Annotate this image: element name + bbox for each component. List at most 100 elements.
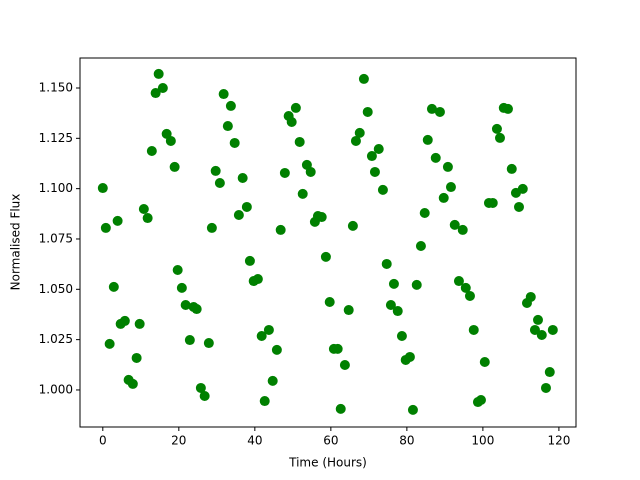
point	[324, 296, 335, 307]
x-tick-label: 60	[323, 434, 338, 448]
x-tick-label: 40	[247, 434, 262, 448]
point	[339, 359, 350, 370]
x-tick-label: 100	[471, 434, 494, 448]
point	[335, 403, 346, 414]
point	[392, 306, 403, 317]
point	[434, 106, 445, 117]
point	[449, 219, 460, 230]
point	[252, 274, 263, 285]
point	[525, 291, 536, 302]
point	[256, 331, 267, 342]
point	[513, 201, 524, 212]
point	[373, 143, 384, 154]
x-tick-label: 0	[99, 434, 107, 448]
point	[229, 137, 240, 148]
point	[442, 161, 453, 172]
point	[244, 255, 255, 266]
point	[134, 318, 145, 329]
y-tick-label: 1.150	[39, 80, 73, 94]
point	[153, 68, 164, 79]
point	[172, 264, 183, 275]
point	[540, 382, 551, 393]
point	[210, 165, 221, 176]
point	[195, 382, 206, 393]
point	[362, 106, 373, 117]
x-tick-label: 80	[399, 434, 414, 448]
point	[104, 338, 115, 349]
point	[415, 241, 426, 252]
point	[407, 404, 418, 415]
point	[275, 224, 286, 235]
point	[119, 315, 130, 326]
point	[138, 203, 149, 214]
point	[218, 89, 229, 100]
point	[479, 356, 490, 367]
point	[142, 213, 153, 224]
point	[297, 188, 308, 199]
plot-frame	[79, 57, 577, 428]
point	[320, 251, 331, 262]
point	[487, 197, 498, 208]
point	[396, 331, 407, 342]
point	[475, 395, 486, 406]
point	[517, 183, 528, 194]
point	[506, 163, 517, 174]
point	[206, 222, 217, 233]
point	[350, 135, 361, 146]
point	[438, 192, 449, 203]
point	[460, 282, 471, 293]
point	[100, 222, 111, 233]
y-tick-label: 1.075	[39, 231, 73, 245]
point	[445, 182, 456, 193]
point	[332, 343, 343, 354]
point	[377, 184, 388, 195]
point	[222, 121, 233, 132]
point	[191, 304, 202, 315]
point	[108, 281, 119, 292]
point	[532, 314, 543, 325]
point	[237, 172, 248, 183]
point	[150, 88, 161, 99]
x-tick-label: 120	[547, 434, 570, 448]
point	[358, 73, 369, 84]
point	[381, 258, 392, 269]
point	[176, 282, 187, 293]
point	[411, 279, 422, 290]
point	[544, 367, 555, 378]
point	[547, 324, 558, 335]
point	[536, 330, 547, 341]
point	[259, 396, 270, 407]
point	[366, 151, 377, 162]
point	[354, 127, 365, 138]
point	[316, 212, 327, 223]
point	[131, 352, 142, 363]
point	[184, 335, 195, 346]
y-tick-label: 1.025	[39, 332, 73, 346]
point	[290, 102, 301, 113]
point	[146, 146, 157, 157]
point	[263, 324, 274, 335]
point	[199, 390, 210, 401]
point	[457, 224, 468, 235]
x-tick-label: 20	[171, 434, 186, 448]
point	[286, 117, 297, 128]
point	[157, 82, 168, 93]
point	[343, 305, 354, 316]
point	[294, 136, 305, 147]
point	[347, 220, 358, 231]
point	[419, 208, 430, 219]
point	[241, 201, 252, 212]
point	[468, 324, 479, 335]
point	[169, 161, 180, 172]
x-axis-label: Time (Hours)	[288, 456, 367, 470]
y-tick-label: 1.125	[39, 131, 73, 145]
point	[279, 167, 290, 178]
point	[267, 375, 278, 386]
point	[165, 135, 176, 146]
point	[305, 166, 316, 177]
y-axis-label: Normalised Flux	[9, 194, 23, 291]
point	[388, 278, 399, 289]
y-tick-label: 1.000	[39, 382, 73, 396]
